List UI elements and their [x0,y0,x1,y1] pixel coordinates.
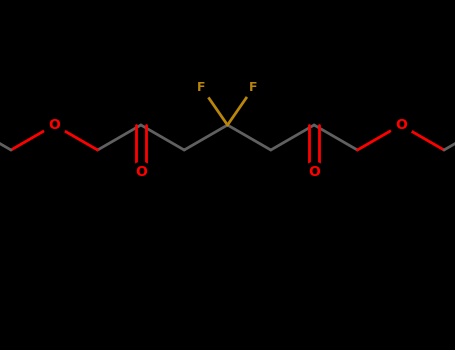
Text: O: O [308,166,320,180]
Text: O: O [135,166,147,180]
Text: O: O [48,118,60,132]
Text: F: F [249,81,258,94]
Text: F: F [197,81,206,94]
Text: O: O [395,118,407,132]
